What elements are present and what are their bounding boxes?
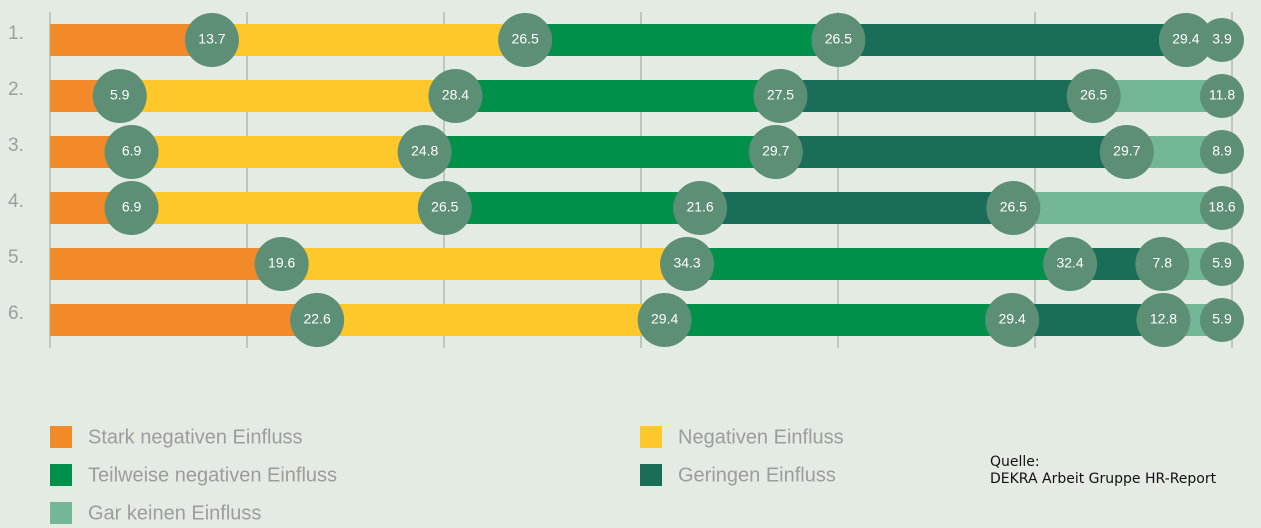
legend-label: Gar keinen Einfluss <box>88 502 261 524</box>
bar-segment <box>664 304 1013 336</box>
data-label: 26.5 <box>1000 199 1027 215</box>
bar-segment <box>687 248 1071 280</box>
data-label: 34.3 <box>673 255 700 271</box>
value-badge <box>1200 242 1244 286</box>
bar-segment <box>444 192 701 224</box>
legend-label: Stark negativen Einfluss <box>88 426 303 448</box>
bar-segment <box>50 248 282 280</box>
data-label: 19.6 <box>268 255 295 271</box>
value-badge <box>660 237 715 291</box>
legend-swatch <box>640 464 662 486</box>
value-badge <box>673 181 728 235</box>
data-label: 29.7 <box>1113 143 1140 159</box>
bar-segment <box>317 304 665 336</box>
value-badge <box>637 293 692 347</box>
value-badge <box>498 13 553 67</box>
value-badge <box>1200 186 1244 230</box>
source: DEKRA Arbeit Gruppe HR-Report <box>990 471 1217 487</box>
data-label: 26.5 <box>512 31 539 47</box>
value-badge <box>1200 74 1244 118</box>
value-badge <box>1135 237 1190 291</box>
bar-segment <box>838 24 1186 56</box>
legend-label: Teilweise negativen Einfluss <box>88 464 337 486</box>
row-label: 5. <box>8 247 24 268</box>
data-label: 22.6 <box>304 311 331 327</box>
value-badge <box>417 181 472 235</box>
data-label: 26.5 <box>431 199 458 215</box>
value-badge <box>104 125 159 179</box>
value-badge <box>811 13 866 67</box>
row-label: 2. <box>8 79 24 100</box>
data-label: 29.4 <box>999 311 1026 327</box>
bar-segment <box>775 136 1127 168</box>
bar-segment <box>424 136 776 168</box>
data-label: 12.8 <box>1150 311 1177 327</box>
legend-swatch <box>50 464 72 486</box>
data-label: 6.9 <box>122 143 142 159</box>
data-label: 29.7 <box>762 143 789 159</box>
legend-swatch <box>50 502 72 524</box>
bar-segment <box>1013 192 1234 224</box>
data-label: 26.5 <box>825 31 852 47</box>
data-label: 26.5 <box>1080 87 1107 103</box>
data-label: 24.8 <box>411 143 438 159</box>
data-label: 11.8 <box>1209 87 1235 103</box>
legend-label: Geringen Einfluss <box>678 464 836 486</box>
value-badge <box>986 181 1041 235</box>
legend-swatch <box>50 426 72 448</box>
value-badge <box>1099 125 1154 179</box>
value-badge <box>92 69 147 123</box>
row-label: 6. <box>8 303 24 324</box>
data-label: 5.9 <box>1212 311 1232 327</box>
bar-segment <box>50 304 318 336</box>
bar-segment <box>780 80 1094 112</box>
row-label: 4. <box>8 191 24 212</box>
data-label: 8.9 <box>1212 143 1232 159</box>
bar-segment <box>211 24 526 56</box>
bar-segment <box>700 192 1014 224</box>
data-label: 6.9 <box>122 199 142 215</box>
data-label: 27.5 <box>767 87 794 103</box>
data-label: 28.4 <box>442 87 469 103</box>
data-label: 21.6 <box>686 199 713 215</box>
data-label: 7.8 <box>1153 255 1173 271</box>
value-badge <box>985 293 1040 347</box>
legend-swatch <box>640 426 662 448</box>
value-badge <box>1136 293 1191 347</box>
source: Quelle: <box>990 454 1040 470</box>
row-label: 3. <box>8 135 24 156</box>
bar-segment <box>119 80 456 112</box>
value-badge <box>254 237 309 291</box>
value-badge <box>104 181 159 235</box>
value-badge <box>753 69 808 123</box>
value-badge <box>1066 69 1121 123</box>
value-badge <box>748 125 803 179</box>
legend-label: Negativen Einfluss <box>678 426 844 448</box>
value-badge <box>397 125 452 179</box>
data-label: 5.9 <box>1212 255 1232 271</box>
row-label: 1. <box>8 23 24 44</box>
bar-segment <box>131 192 445 224</box>
value-badge <box>184 13 239 67</box>
value-badge <box>1158 13 1213 67</box>
data-label: 32.4 <box>1056 255 1083 271</box>
data-label: 3.9 <box>1212 31 1232 47</box>
value-badge <box>428 69 483 123</box>
bar-segment <box>131 136 425 168</box>
data-label: 5.9 <box>110 87 130 103</box>
bar-segment <box>455 80 781 112</box>
value-badge <box>1200 130 1244 174</box>
value-badge <box>290 293 345 347</box>
bar-segment <box>281 248 688 280</box>
value-badge <box>1200 18 1244 62</box>
data-label: 29.4 <box>651 311 678 327</box>
data-label: 18.6 <box>1208 199 1235 215</box>
value-badge <box>1200 298 1244 342</box>
bar-segment <box>525 24 839 56</box>
data-label: 29.4 <box>1172 31 1199 47</box>
data-label: 13.7 <box>198 31 225 47</box>
value-badge <box>1043 237 1098 291</box>
